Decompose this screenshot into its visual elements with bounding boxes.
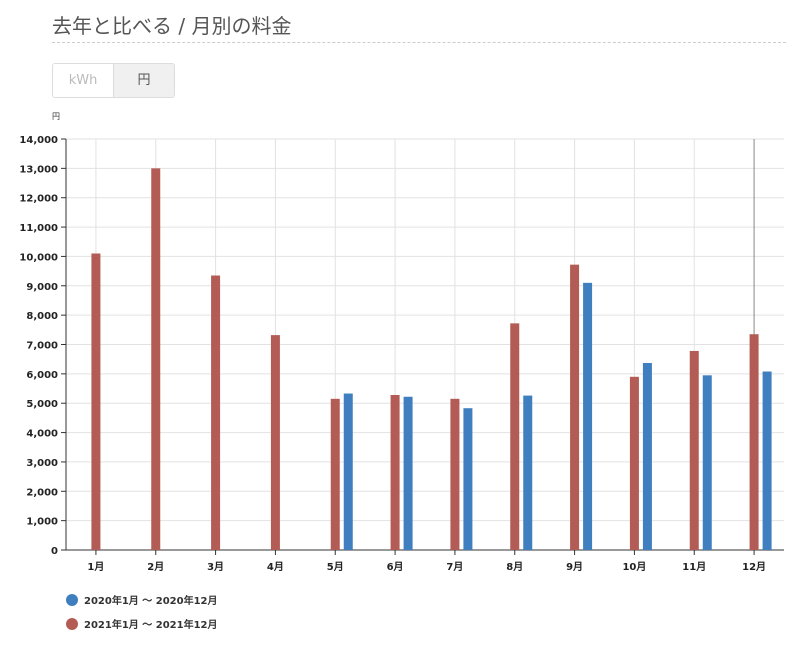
- title-divider: [52, 42, 786, 43]
- y-tick-label: 10,000: [19, 252, 58, 263]
- x-tick-label: 11月: [682, 561, 706, 573]
- y-tick-label: 1,000: [26, 517, 58, 528]
- x-tick-label: 10月: [622, 561, 646, 573]
- bar-2020-11: [702, 375, 712, 550]
- bar-2020-7: [463, 408, 473, 550]
- y-axis-unit: 円: [52, 112, 60, 121]
- y-tick-label: 13,000: [19, 164, 58, 175]
- x-tick-label: 3月: [207, 561, 224, 573]
- bar-2021-5: [330, 398, 340, 550]
- x-tick-label: 9月: [566, 561, 583, 573]
- bar-2020-6: [403, 396, 413, 550]
- bar-2021-9: [570, 264, 580, 550]
- bar-2021-7: [450, 398, 460, 550]
- bar-2020-10: [642, 362, 652, 550]
- y-tick-label: 8,000: [26, 311, 58, 322]
- kwh-button[interactable]: kWh: [53, 64, 114, 97]
- x-tick-label: 5月: [327, 561, 344, 573]
- bar-2020-5: [343, 393, 353, 550]
- x-tick-label: 12月: [742, 561, 766, 573]
- x-tick-label: 4月: [267, 561, 284, 573]
- y-tick-label: 12,000: [19, 194, 58, 205]
- bar-2021-8: [510, 323, 520, 550]
- page-title: 去年と比べる / 月別の料金: [52, 14, 292, 38]
- bar-2020-12: [762, 371, 772, 550]
- x-tick-label: 1月: [87, 561, 104, 573]
- y-tick-label: 14,000: [19, 135, 58, 146]
- y-tick-label: 11,000: [19, 223, 58, 234]
- y-tick-label: 4,000: [26, 429, 58, 440]
- legend-item-2020[interactable]: 2020年1月 〜 2020年12月: [66, 592, 218, 607]
- legend-item-2021[interactable]: 2021年1月 〜 2021年12月: [66, 616, 218, 631]
- y-tick-label: 5,000: [26, 399, 58, 410]
- x-tick-label: 6月: [387, 561, 404, 573]
- y-tick-label: 3,000: [26, 458, 58, 469]
- y-tick-label: 6,000: [26, 370, 58, 381]
- bar-2020-8: [523, 395, 533, 550]
- yen-button[interactable]: 円: [114, 64, 174, 97]
- legend-label: 2020年1月 〜 2020年12月: [84, 596, 218, 607]
- bar-2021-2: [151, 168, 161, 550]
- unit-toggle: kWh 円: [52, 63, 175, 98]
- legend-label: 2021年1月 〜 2021年12月: [84, 620, 218, 631]
- x-tick-label: 7月: [446, 561, 463, 573]
- bar-2021-12: [749, 334, 759, 550]
- y-tick-label: 2,000: [26, 487, 58, 498]
- bar-2021-3: [211, 275, 221, 550]
- bar-2021-4: [270, 335, 280, 550]
- bar-2021-10: [629, 376, 639, 550]
- bar-2020-9: [583, 282, 593, 550]
- x-tick-label: 2月: [147, 561, 164, 573]
- bar-2021-11: [689, 350, 699, 550]
- y-tick-label: 0: [51, 546, 58, 557]
- bar-2021-1: [91, 253, 101, 550]
- legend-dot-2021: [66, 617, 78, 630]
- y-tick-label: 9,000: [26, 282, 58, 293]
- y-tick-label: 7,000: [26, 341, 58, 352]
- bar-2021-6: [390, 394, 400, 550]
- x-tick-label: 8月: [506, 561, 523, 573]
- legend-dot-2020: [66, 593, 78, 606]
